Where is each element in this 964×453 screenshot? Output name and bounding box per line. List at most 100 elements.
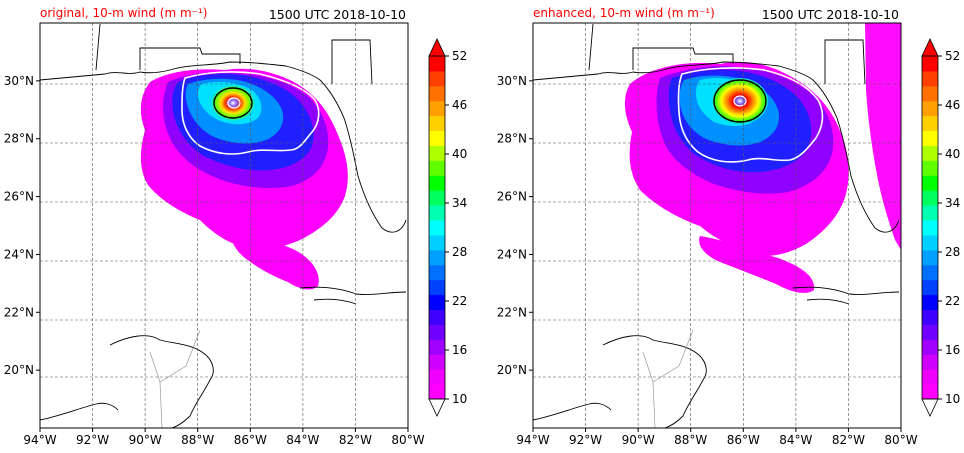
colorbar-segment (429, 324, 445, 340)
map-frame (532, 22, 902, 429)
contour-white-eye (227, 97, 241, 109)
colorbar-tick-label: 28 (452, 245, 467, 259)
y-tick-label: 22°N (4, 305, 34, 319)
contour-white-outer (181, 71, 320, 155)
colorbar-segment (922, 309, 938, 325)
map-field (624, 23, 901, 293)
y-tick-label: 22°N (497, 305, 527, 319)
contour-black-inner (213, 87, 253, 119)
x-tick-label: 84°W (286, 433, 319, 447)
colorbar-segment (429, 145, 445, 161)
colorbar-tick-label: 40 (452, 147, 467, 161)
colorbar-segment (429, 354, 445, 370)
colorbar-frame (428, 55, 446, 400)
y-tick-label: 20°N (497, 363, 527, 377)
colorbar-segment (922, 145, 938, 161)
x-tick-label: 90°W (622, 433, 655, 447)
colorbar-segment (429, 115, 445, 132)
colorbar-segment (429, 190, 445, 206)
x-tick-label: 94°W (23, 433, 56, 447)
colorbar-segment (922, 100, 938, 117)
colorbar-segment (429, 70, 445, 87)
colorbar-segment (429, 294, 445, 311)
panel-time-label: 1500 UTC 2018-10-10 (269, 7, 406, 22)
y-tick-label: 30°N (4, 74, 34, 88)
map-frame (39, 22, 409, 429)
colorbar-extend-min (921, 398, 939, 417)
colorbar-segment (922, 264, 938, 281)
colorbar-segment (429, 85, 445, 102)
map-field (140, 68, 348, 290)
colorbar-original: 10 16 22 28 34 40 46 52 (428, 38, 467, 417)
colorbar-extend-max (428, 38, 446, 57)
y-tick-label: 28°N (497, 132, 527, 146)
colorbar-segment (429, 309, 445, 325)
florida-peninsula-field (865, 23, 901, 250)
colorbar-tick-label: 10 (945, 392, 960, 406)
colorbar-tick-label: 16 (945, 343, 960, 357)
colorbar-tick-label: 16 (452, 343, 467, 357)
x-tick-label: 94°W (516, 433, 549, 447)
colorbar-segment (922, 85, 938, 102)
colorbar-segment (922, 279, 938, 296)
colorbar-segment (429, 339, 445, 355)
colorbar-segment (429, 56, 445, 72)
x-tick-label: 80°W (884, 433, 917, 447)
colorbar-tick-label: 52 (452, 49, 467, 63)
colorbar-segment (429, 205, 445, 221)
storm-core (211, 85, 255, 121)
colorbar-segment (922, 70, 938, 87)
wind-field-south-lobe (229, 225, 319, 290)
y-tick-label: 26°N (497, 190, 527, 204)
x-tick-label: 82°W (339, 433, 372, 447)
colorbar-segment (922, 324, 938, 340)
y-tick-label: 20°N (4, 363, 34, 377)
panel-title-left: original, 10-m wind (m m⁻¹) (40, 6, 207, 20)
colorbar-segment (429, 249, 445, 266)
grid-lines (533, 23, 901, 428)
colorbar-segment (922, 339, 938, 355)
y-tick-label: 24°N (497, 247, 527, 261)
colorbar-tick-label: 46 (945, 98, 960, 112)
colorbar-tick-label: 10 (452, 392, 467, 406)
panel-enhanced: enhanced, 10-m wind (m m⁻¹) 1500 UTC 201… (497, 6, 918, 447)
contour-black-inner (713, 79, 767, 123)
colorbar-segment (429, 279, 445, 296)
axes-right: 94°W 92°W 90°W 88°W 86°W 84°W 82°W 80°W 20°N 22°N… (497, 74, 918, 447)
wind-field-south-lobe (699, 236, 815, 293)
x-tick-label: 86°W (234, 433, 267, 447)
colorbar-tick-label: 28 (945, 245, 960, 259)
colorbar-enhanced: 10 16 22 28 34 40 46 52 (921, 38, 960, 417)
colorbar-tick-label: 22 (452, 294, 467, 308)
coastlines (39, 23, 407, 429)
panel-title-right: enhanced, 10-m wind (m m⁻¹) (533, 6, 715, 20)
grid-lines (40, 23, 408, 428)
colorbar-segment (922, 354, 938, 370)
y-tick-label: 24°N (4, 247, 34, 261)
colorbar-segment (922, 175, 938, 191)
panel-original: original, 10-m wind (m m⁻¹) 1500 UTC 201… (4, 6, 425, 447)
colorbar-segment (922, 160, 938, 176)
x-tick-label: 80°W (391, 433, 424, 447)
colorbar-segment (922, 115, 938, 132)
storm-core (712, 78, 768, 124)
colorbar-segment (429, 100, 445, 117)
colorbar-segment (429, 369, 445, 385)
colorbar-segment (429, 220, 445, 236)
axes-left: 94°W 92°W 90°W 88°W 86°W 84°W 82°W 80°W 20°N 22°N… (4, 74, 425, 447)
coastlines (532, 23, 900, 429)
colorbar-tick-label: 52 (945, 49, 960, 63)
colorbar-segment (922, 205, 938, 221)
contour-white-outer (677, 67, 824, 163)
colorbar-segment (922, 190, 938, 206)
x-tick-label: 84°W (779, 433, 812, 447)
colorbar-segment (429, 384, 445, 400)
panel-time-label: 1500 UTC 2018-10-10 (762, 7, 899, 22)
colorbar-segment (922, 384, 938, 400)
y-tick-label: 30°N (497, 74, 527, 88)
colorbar-segment (429, 130, 445, 146)
contour-white-eye (733, 95, 747, 107)
colorbar-segment (922, 130, 938, 146)
x-tick-label: 88°W (674, 433, 707, 447)
